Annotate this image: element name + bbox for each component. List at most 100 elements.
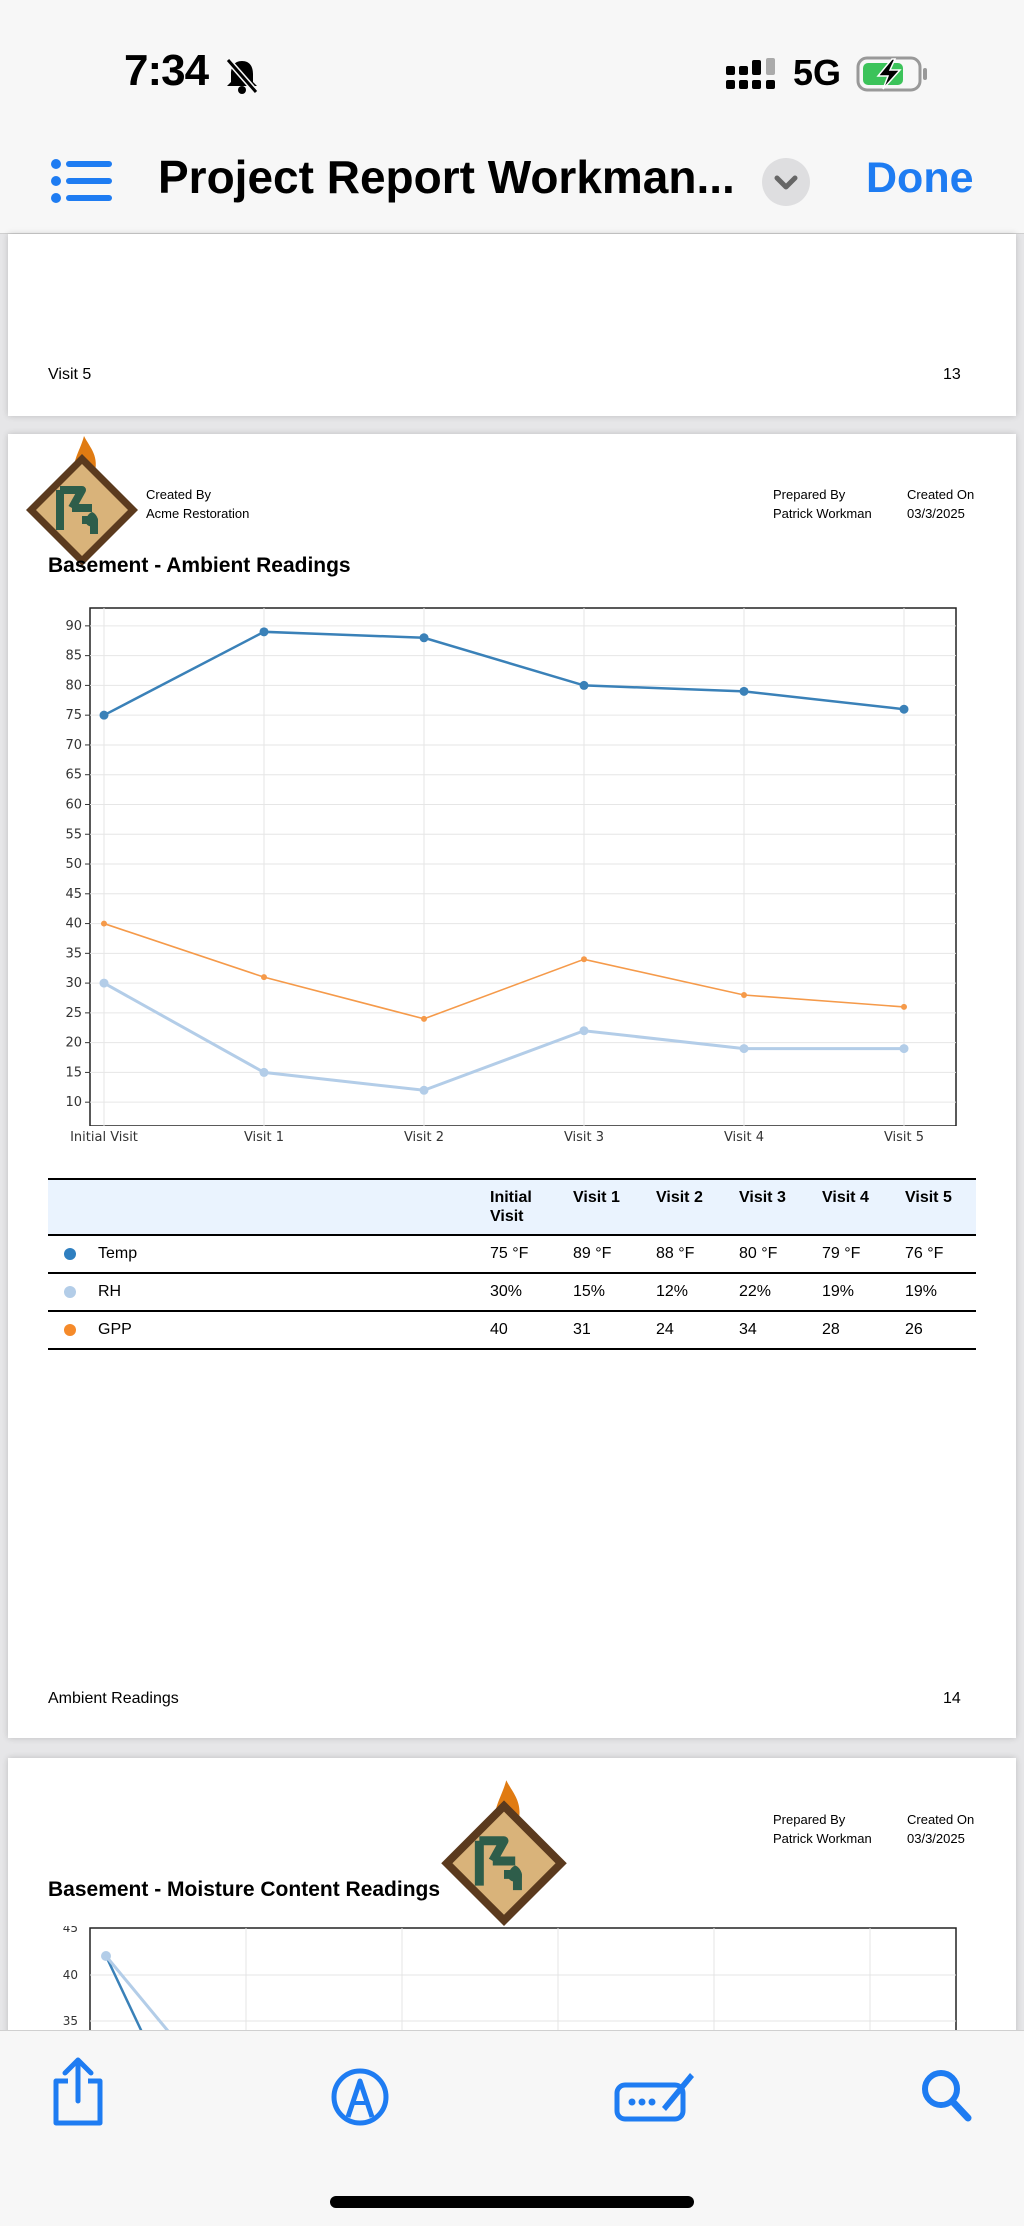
table-header-blank — [48, 1179, 482, 1235]
chevron-down-icon — [774, 175, 798, 190]
legend-dot — [64, 1247, 76, 1260]
table-cell: 31 — [565, 1311, 648, 1350]
signature-icon[interactable] — [614, 2065, 696, 2125]
y-tick-label: 85 — [65, 649, 82, 664]
table-row: RH 30% 15% 12% 22% 19% 19% — [48, 1273, 976, 1312]
created-on-label: Created On — [907, 487, 975, 502]
plot-area — [89, 607, 957, 1126]
bottom-toolbar — [0, 2030, 1024, 2226]
readings-table: Initial Visit Visit 1 Visit 2 Visit 3 Vi… — [48, 1178, 976, 1350]
data-point-temp — [419, 633, 429, 643]
data-point-gpp — [421, 1015, 427, 1022]
prepared-by-value: Patrick Workman — [773, 506, 872, 521]
y-tick-label: 25 — [65, 1006, 82, 1021]
y-tick-label: 10 — [65, 1095, 82, 1110]
series-name: GPP — [98, 1321, 132, 1338]
section-title: Basement - Moisture Content Readings — [48, 1878, 441, 1901]
search-icon[interactable] — [918, 2065, 974, 2125]
table-header-row: Initial Visit Visit 1 Visit 2 Visit 3 Vi… — [48, 1179, 976, 1235]
y-tick-label: 55 — [65, 827, 82, 842]
series-name-cell: Temp — [48, 1235, 482, 1274]
y-tick-label: 40 — [65, 917, 82, 932]
prepared-by-value: Patrick Workman — [773, 1831, 872, 1846]
document-title: Project Report Workman... — [158, 151, 735, 203]
battery-charging-icon — [856, 56, 927, 92]
table-cell: 88 °F — [648, 1235, 731, 1274]
share-icon[interactable] — [48, 2057, 108, 2129]
home-indicator — [330, 2196, 694, 2208]
table-header: Visit 4 — [814, 1179, 897, 1235]
report-page-13: Visit 5 13 — [8, 234, 1016, 416]
data-point-temp — [899, 704, 909, 714]
table-cell: 19% — [814, 1273, 897, 1312]
done-button[interactable]: Done — [866, 154, 974, 202]
table-cell: 12% — [648, 1273, 731, 1312]
data-point-temp — [259, 627, 269, 637]
cellular-signal-icon — [726, 58, 775, 89]
series-line — [104, 1955, 170, 2032]
table-cell: 80 °F — [731, 1235, 814, 1274]
plot-area — [89, 1927, 957, 2058]
report-page-14: Created By Acme Restoration Prepared By … — [8, 434, 1016, 1738]
network-type: 5G — [793, 52, 842, 93]
y-tick-label: 65 — [65, 768, 82, 783]
table-cell: 75 °F — [482, 1235, 565, 1274]
outline-list-icon[interactable] — [50, 158, 114, 204]
y-tick-label: 60 — [65, 797, 82, 812]
data-point-gpp — [741, 992, 747, 999]
ambient-readings-chart: 10 15 20 25 30 35 40 45 50 55 60 65 70 75 80 85 90 — [65, 607, 957, 1126]
data-point-gpp — [901, 1003, 907, 1010]
y-tick-label: 30 — [65, 976, 82, 991]
company-logo — [26, 436, 138, 566]
y-tick-label: 40 — [63, 1968, 78, 1982]
x-tick-label: Visit 3 — [563, 1130, 605, 1145]
data-point-rh — [259, 1067, 269, 1077]
y-tick-label: 70 — [65, 738, 82, 753]
page-footer-label: Ambient Readings — [48, 1690, 179, 1707]
y-tick-label: 50 — [65, 857, 82, 872]
y-tick-label: 45 — [65, 887, 82, 902]
table-cell: 15% — [565, 1273, 648, 1312]
table-row: Temp 75 °F 89 °F 88 °F 80 °F 79 °F 76 °F — [48, 1235, 976, 1274]
table-cell: 22% — [731, 1273, 814, 1312]
data-point-rh — [899, 1044, 909, 1054]
y-tick-label: 90 — [65, 619, 82, 634]
y-tick-label: 75 — [65, 708, 82, 723]
prepared-by-label: Prepared By — [773, 1812, 846, 1827]
y-tick-label: 80 — [65, 678, 82, 693]
series-name-cell: RH — [48, 1273, 482, 1312]
y-tick-label: 45 — [63, 1926, 78, 1935]
table-row: GPP 40 31 24 34 28 26 — [48, 1311, 976, 1350]
table-cell: 30% — [482, 1273, 565, 1312]
series-line-rh — [103, 981, 904, 1092]
series-line-gpp — [103, 922, 905, 1020]
markup-icon[interactable] — [330, 2067, 390, 2127]
data-point-rh — [419, 1085, 429, 1095]
data-point-gpp — [581, 956, 587, 963]
created-by-value: Acme Restoration — [146, 506, 250, 521]
moisture-content-chart: 45 40 35 — [63, 1926, 957, 2058]
data-point-gpp — [101, 920, 107, 927]
table-cell: 40 — [482, 1311, 565, 1350]
page-footer-label: Visit 5 — [48, 366, 92, 383]
data-point-gpp — [261, 974, 267, 981]
table-cell: 34 — [731, 1311, 814, 1350]
x-tick-label: Initial Visit — [70, 1130, 138, 1145]
table-header: Visit 3 — [731, 1179, 814, 1235]
table-header: Visit 5 — [897, 1179, 976, 1235]
data-point-temp — [579, 680, 589, 690]
table-cell: 19% — [897, 1273, 976, 1312]
data-point-rh — [579, 1026, 589, 1036]
navigation-bar: Project Report Workman... Done — [0, 140, 1024, 234]
table-header: Initial Visit — [482, 1179, 565, 1235]
table-header: Visit 1 — [565, 1179, 648, 1235]
clock-time: 7:34 — [124, 46, 209, 95]
data-point-temp — [739, 686, 749, 696]
y-tick-label: 15 — [65, 1065, 82, 1080]
created-by-label: Created By — [146, 487, 212, 502]
table-cell: 76 °F — [897, 1235, 976, 1274]
x-tick-label: Visit 5 — [883, 1130, 925, 1145]
table-cell: 26 — [897, 1311, 976, 1350]
prepared-by-label: Prepared By — [773, 487, 846, 502]
title-menu-button[interactable] — [762, 158, 810, 206]
